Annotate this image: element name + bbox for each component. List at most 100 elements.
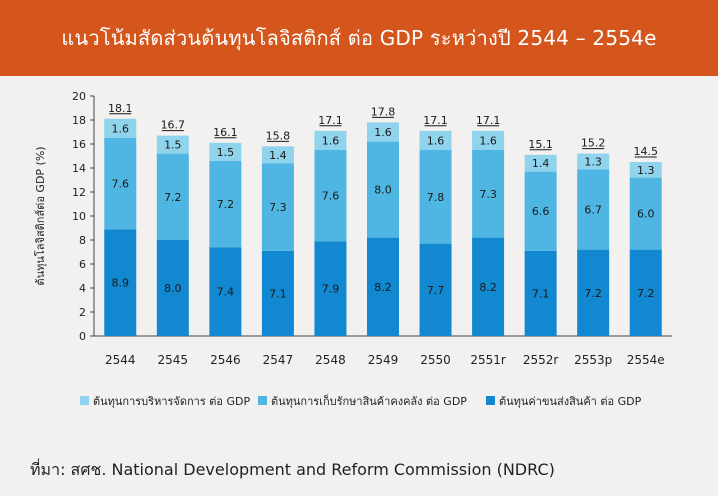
bar-value-label: 1.5 (164, 139, 182, 152)
bar-segment (261, 163, 294, 251)
bar-value-label: 7.3 (479, 188, 497, 201)
x-tick-label: 2544 (105, 353, 136, 367)
bar-value-label: 8.2 (374, 281, 392, 294)
bar-segment (209, 160, 242, 248)
bar-value-label: 6.7 (584, 203, 602, 216)
bar-value-label: 7.9 (322, 283, 340, 296)
legend-swatch (80, 396, 89, 405)
x-tick-label: 2546 (210, 353, 241, 367)
bar-segment (104, 229, 137, 336)
bar-total-label: 14.5 (633, 145, 658, 158)
bar-segment (156, 240, 189, 336)
bar-segment (524, 171, 557, 251)
y-tick-label: 4 (79, 282, 86, 295)
bar-value-label: 7.1 (532, 287, 550, 300)
x-tick-label: 2551r (470, 353, 506, 367)
bar-segment (156, 135, 189, 154)
bar-segment (472, 237, 505, 336)
bar-total-label: 16.7 (161, 119, 186, 132)
bar-segment (209, 142, 242, 161)
bar-segment (419, 130, 452, 150)
legend-swatch (486, 396, 495, 405)
y-tick-label: 6 (79, 258, 86, 271)
bar-value-label: 8.9 (112, 277, 130, 290)
bar-value-label: 6.6 (532, 205, 550, 218)
x-tick-label: 2547 (263, 353, 294, 367)
bar-segment (367, 122, 399, 142)
bar-segment (629, 177, 662, 250)
bar-value-label: 1.6 (427, 134, 445, 147)
bar-value-label: 7.8 (427, 191, 445, 204)
bar-segment (472, 150, 505, 238)
bar-total-label: 16.1 (213, 126, 238, 139)
bar-value-label: 7.1 (269, 287, 287, 300)
bar-segment (314, 241, 347, 336)
bar-value-label: 1.6 (479, 134, 497, 147)
bar-value-label: 8.0 (374, 184, 392, 197)
x-tick-label: 2548 (315, 353, 346, 367)
bar-segment (577, 249, 610, 336)
bar-total-label: 15.2 (581, 137, 606, 150)
bar-value-label: 1.6 (322, 134, 340, 147)
bar-segment (104, 138, 137, 230)
bar-value-label: 7.2 (217, 198, 235, 211)
bar-segment (577, 153, 610, 170)
x-tick-label: 2545 (158, 353, 189, 367)
bar-segment (577, 169, 610, 250)
y-tick-label: 10 (72, 210, 86, 223)
bar-segment (524, 154, 557, 172)
bar-value-label: 7.4 (217, 286, 235, 299)
bar-segment (629, 249, 662, 336)
chart-area: 0 2 4 6 8 10 12 14 16 18 20 ต้นทุนโลจิสติกส์ต่อ GDP… (22, 78, 718, 448)
y-tick-label: 16 (72, 138, 86, 151)
bar-segment (261, 250, 294, 336)
legend-label: ต้นทุนการเก็บรักษาสินค้าคงคลัง ต่อ GDP (271, 394, 467, 408)
legend-swatch (258, 396, 267, 405)
bar-total-label: 17.8 (371, 105, 396, 118)
bar-value-label: 7.2 (637, 287, 655, 300)
title-bar: แนวโน้มสัดส่วนต้นทุนโลจิสติกส์ ต่อ GDP ร… (0, 0, 718, 76)
bar-total-label: 15.1 (528, 138, 553, 151)
bar-segment (367, 237, 399, 336)
bar-segment (524, 250, 557, 336)
legend-label: ต้นทุนการบริหารจัดการ ต่อ GDP (93, 395, 250, 408)
bar-value-label: 6.0 (637, 208, 655, 221)
bar-segment (629, 162, 662, 178)
y-tick-label: 8 (79, 234, 86, 247)
bar-value-label: 7.3 (269, 201, 287, 214)
bar-value-label: 7.2 (584, 287, 602, 300)
bar-segment (261, 146, 294, 164)
y-tick-label: 2 (79, 306, 86, 319)
bar-total-label: 17.1 (318, 114, 343, 127)
bar-value-label: 1.6 (374, 126, 392, 139)
x-tick-label: 2554e (627, 353, 665, 367)
bar-segment (367, 141, 399, 238)
bar-total-label: 17.1 (423, 114, 448, 127)
source-note: ที่มา: สศช. National Development and Ref… (30, 460, 555, 479)
bar-segment (419, 243, 452, 336)
bar-value-label: 8.2 (479, 281, 497, 294)
bar-value-label: 7.6 (322, 190, 340, 203)
x-tick-label: 2553p (574, 353, 612, 367)
y-tick-label: 0 (79, 330, 86, 343)
bar-value-label: 7.6 (112, 178, 130, 191)
bar-segment (314, 150, 347, 242)
bar-total-label: 15.8 (266, 129, 291, 142)
bar-value-label: 7.2 (164, 191, 182, 204)
y-tick-label: 12 (72, 186, 86, 199)
y-axis-label: ต้นทุนโลจิสติกส์ต่อ GDP (%) (33, 146, 47, 285)
y-tick-label: 18 (72, 114, 86, 127)
bar-segment (419, 150, 452, 244)
x-tick-label: 2549 (368, 353, 399, 367)
bar-segment (156, 153, 189, 240)
y-tick-label: 14 (72, 162, 86, 175)
bar-segment (104, 118, 137, 138)
bar-value-label: 8.0 (164, 282, 182, 295)
bar-segment (314, 130, 347, 150)
stacked-bar-chart: 0 2 4 6 8 10 12 14 16 18 20 ต้นทุนโลจิสติกส์ต่อ GDP… (33, 90, 672, 408)
bar-value-label: 1.3 (637, 164, 655, 177)
bar-value-label: 1.3 (584, 155, 602, 168)
bar-segment (472, 130, 505, 150)
bar-value-label: 1.6 (112, 122, 130, 135)
x-tick-label: 2552r (523, 353, 559, 367)
